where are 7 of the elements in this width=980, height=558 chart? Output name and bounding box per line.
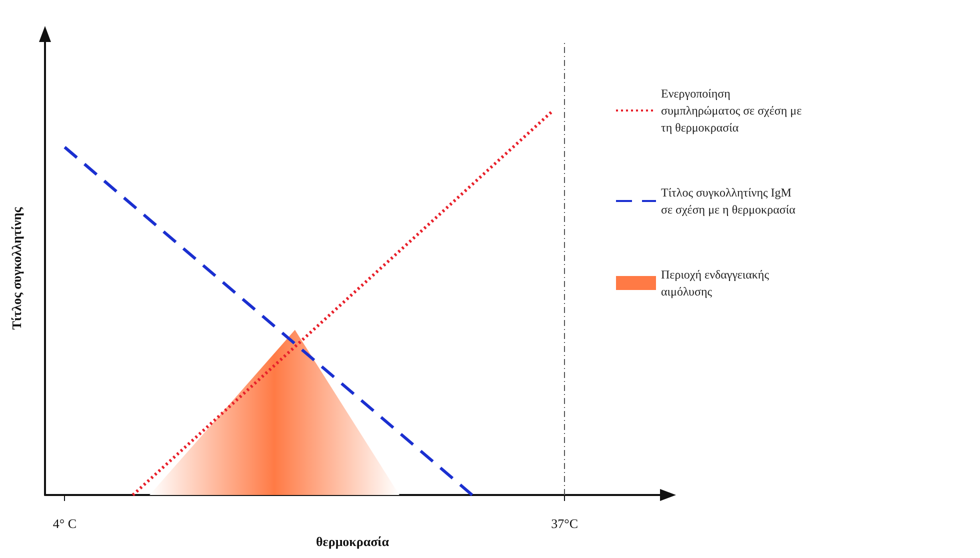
legend-label: Ενεργοποίηση συμπληρώματος σε σχέση με τη θερμοκρασία <box>661 86 805 134</box>
y-axis-title: Τίτλος συγκολλητίνης <box>9 206 24 330</box>
x-tick-label: 37°C <box>551 516 578 531</box>
x-tick-label: 4° C <box>52 516 77 531</box>
legend-label: Τίτλος συγκολλητίνης IgM σε σχέση με η θερμοκρασία <box>661 186 796 216</box>
x-axis-title: θερμοκρασία <box>316 534 390 549</box>
legend-label: Περιοχή ενδαγγειακής αιμόλυσης <box>661 268 772 298</box>
